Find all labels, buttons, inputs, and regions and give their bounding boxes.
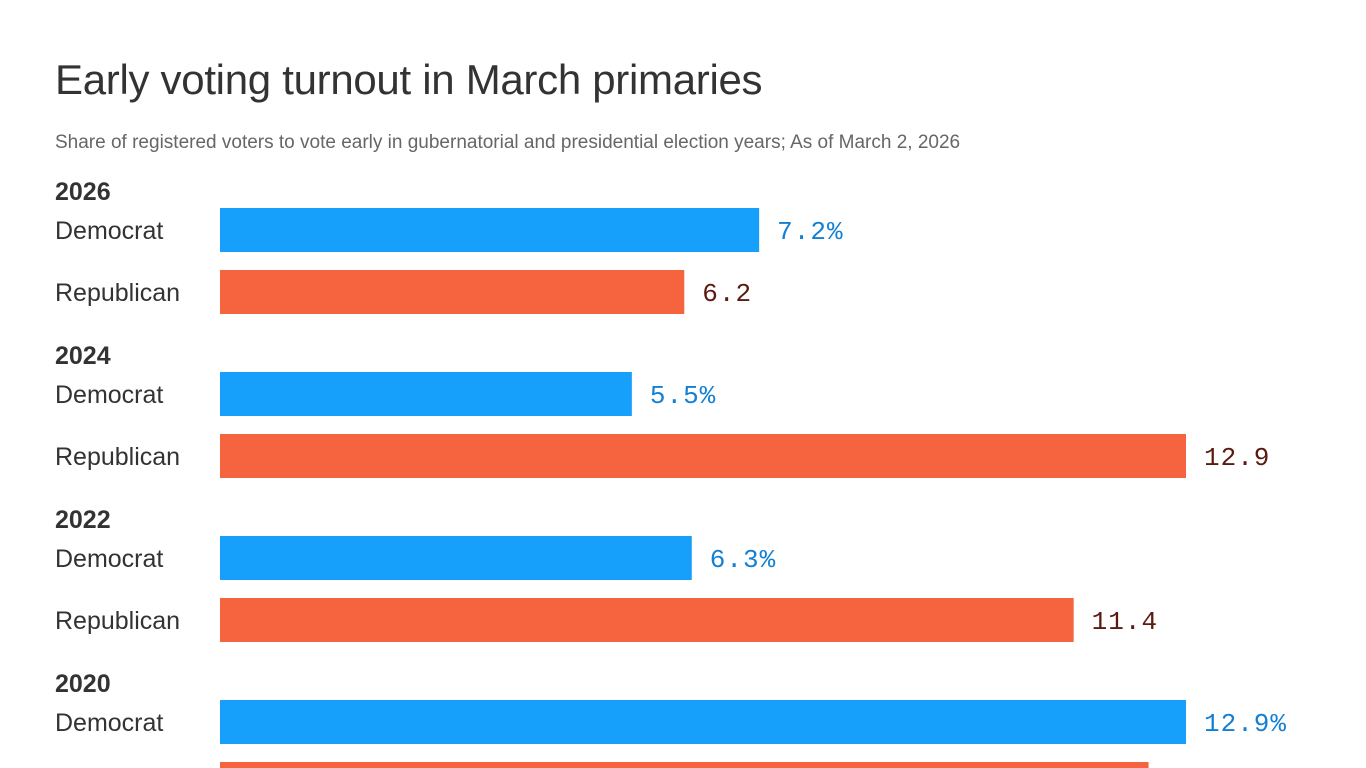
chart-title: Early voting turnout in March primaries — [55, 56, 763, 103]
group-label-2024: 2024 — [55, 342, 111, 370]
value-label-democrat-2026: 7.2% — [777, 217, 843, 247]
category-label-republican-2022: Republican — [55, 607, 180, 635]
group-label-2026: 2026 — [55, 178, 111, 206]
bar-republican-2020 — [220, 762, 1149, 768]
category-label-democrat-2020: Democrat — [55, 709, 163, 737]
category-label-democrat-2026: Democrat — [55, 217, 163, 245]
bar-republican-2024 — [220, 434, 1186, 478]
category-label-democrat-2022: Democrat — [55, 545, 163, 573]
value-label-republican-2024: 12.9 — [1204, 443, 1270, 473]
value-label-democrat-2020: 12.9% — [1204, 709, 1287, 739]
category-label-republican-2024: Republican — [55, 443, 180, 471]
bar-democrat-2022 — [220, 536, 692, 580]
bar-republican-2022 — [220, 598, 1074, 642]
category-label-democrat-2024: Democrat — [55, 381, 163, 409]
group-label-2020: 2020 — [55, 670, 111, 698]
chart-subtitle: Share of registered voters to vote early… — [55, 132, 961, 153]
value-label-republican-2022: 11.4 — [1092, 607, 1158, 637]
bar-republican-2026 — [220, 270, 685, 314]
value-label-democrat-2022: 6.3% — [710, 545, 776, 575]
bar-democrat-2020 — [220, 700, 1186, 744]
value-label-republican-2026: 6.2 — [702, 279, 752, 309]
category-label-republican-2026: Republican — [55, 279, 180, 307]
bar-democrat-2024 — [220, 372, 632, 416]
value-label-democrat-2024: 5.5% — [650, 381, 716, 411]
bar-democrat-2026 — [220, 208, 760, 252]
group-label-2022: 2022 — [55, 506, 111, 534]
